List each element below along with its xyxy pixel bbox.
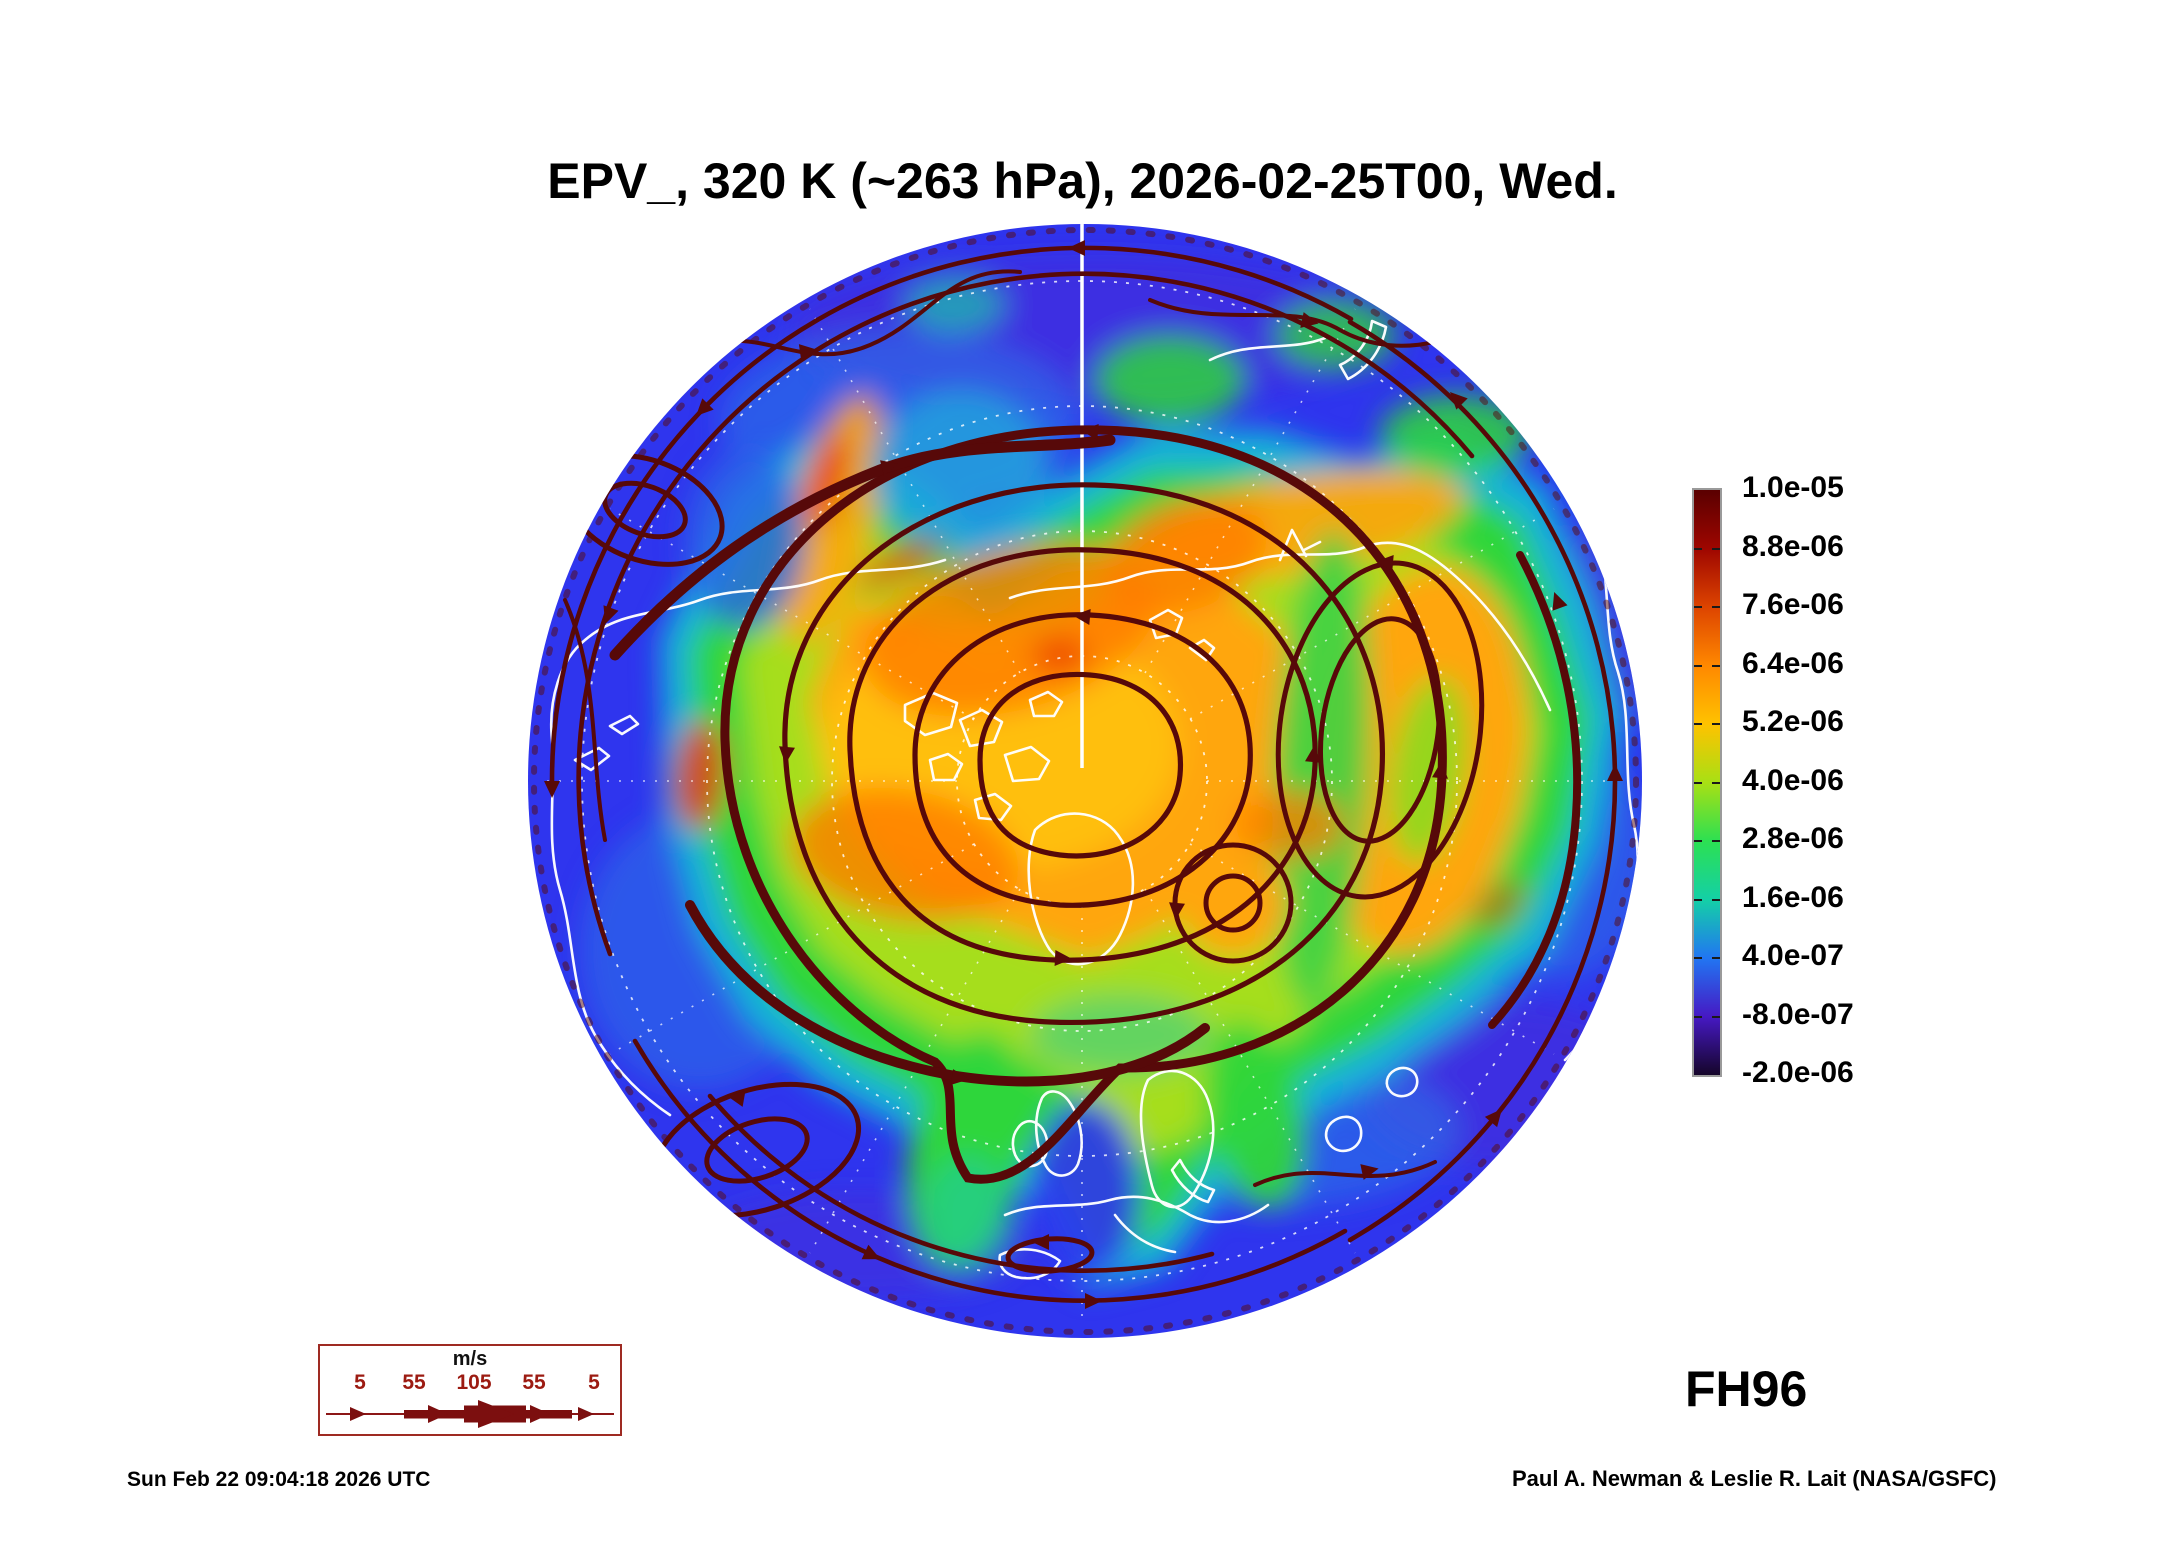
wind-speed-label: 5 <box>354 1371 366 1394</box>
wind-speed-label: 55 <box>402 1371 426 1394</box>
colorbar-tick <box>1712 664 1720 667</box>
colorbar <box>1692 488 1722 1077</box>
colorbar-tick-label: 2.8e-06 <box>1742 822 1844 855</box>
colorbar-tick-label: 7.6e-06 <box>1742 588 1844 621</box>
colorbar-tick <box>1694 957 1702 959</box>
wind-units-label: m/s <box>452 1348 488 1370</box>
colorbar-tick-label: -2.0e-06 <box>1742 1056 1854 1089</box>
coast-siberia <box>1008 541 1552 712</box>
coast-iberia <box>998 1248 1062 1280</box>
wind-legend-box: m/s 5 55 105 55 5 <box>318 1344 622 1436</box>
colorbar-tick-label: 1.0e-05 <box>1742 471 1844 504</box>
wind-arrow-glyph <box>326 1400 614 1428</box>
plot-title: EPV_, 320 K (~263 hPa), 2026-02-25T00, W… <box>547 153 1618 209</box>
coast-caspian <box>1385 1066 1419 1098</box>
colorbar-tick <box>1712 898 1720 901</box>
jet-band-bottom <box>685 900 1210 1087</box>
colorbar-tick <box>1712 547 1720 550</box>
colorbar-tick-label: 4.0e-07 <box>1742 939 1844 972</box>
graticule <box>537 224 1627 1326</box>
coast-north-america <box>550 558 947 1117</box>
wind-speed-label: 5 <box>588 1371 600 1394</box>
wind-speed-label: 55 <box>522 1371 546 1394</box>
forecast-hour-label: FH96 <box>1685 1361 1808 1417</box>
colorbar-tick <box>1694 723 1702 725</box>
colorbar-tick <box>1712 723 1720 725</box>
colorbar-tick <box>1694 547 1702 550</box>
colorbar-tick <box>1712 606 1720 608</box>
colorbar-tick <box>1712 957 1720 959</box>
rim-flow-ring <box>531 227 1639 1335</box>
colorbar-tick-label: 6.4e-06 <box>1742 646 1844 680</box>
colorbar-tick-label: 5.2e-06 <box>1742 705 1844 738</box>
colorbar-labels: 1.0e-05 8.8e-06 7.6e-06 6.4e-06 5.2e-06 4.0e-… <box>1742 472 1962 1089</box>
coast-italy <box>1170 1158 1216 1204</box>
colorbar-tick <box>1694 781 1702 784</box>
colorbar-tick <box>1712 1015 1720 1018</box>
jet-streamline <box>720 425 1447 1184</box>
colorbar-tick-label: 4.0e-06 <box>1742 763 1844 797</box>
jet-band-top <box>609 434 1116 661</box>
map-disc <box>528 224 1642 1338</box>
colorbar-tick-label: 1.6e-06 <box>1742 880 1844 914</box>
generation-timestamp: Sun Feb 22 09:04:18 2026 UTC <box>127 1468 431 1491</box>
coast-black-sea <box>1324 1115 1363 1153</box>
colorbar-tick <box>1712 781 1720 784</box>
colorbar-tick <box>1712 840 1720 842</box>
colorbar-tick <box>1694 664 1702 667</box>
wind-speed-label: 105 <box>456 1371 492 1394</box>
credit-line: Paul A. Newman & Leslie R. Lait (NASA/GS… <box>1512 1466 1997 1491</box>
coast-scandinavia <box>1139 1069 1215 1209</box>
colorbar-tick <box>1694 898 1702 901</box>
jet-band-right <box>1488 551 1582 1029</box>
coast-greenland <box>1027 812 1135 966</box>
coast-britain <box>1034 1090 1083 1177</box>
coast-ireland <box>1011 1119 1049 1168</box>
colorbar-tick <box>1694 606 1702 608</box>
colorbar-tick <box>1694 840 1702 842</box>
colorbar-tick <box>1694 1015 1702 1018</box>
coast-europe <box>1003 1195 1270 1254</box>
colorbar-tick-label: -8.0e-07 <box>1742 997 1854 1031</box>
colorbar-tick-label: 8.8e-06 <box>1742 529 1844 563</box>
